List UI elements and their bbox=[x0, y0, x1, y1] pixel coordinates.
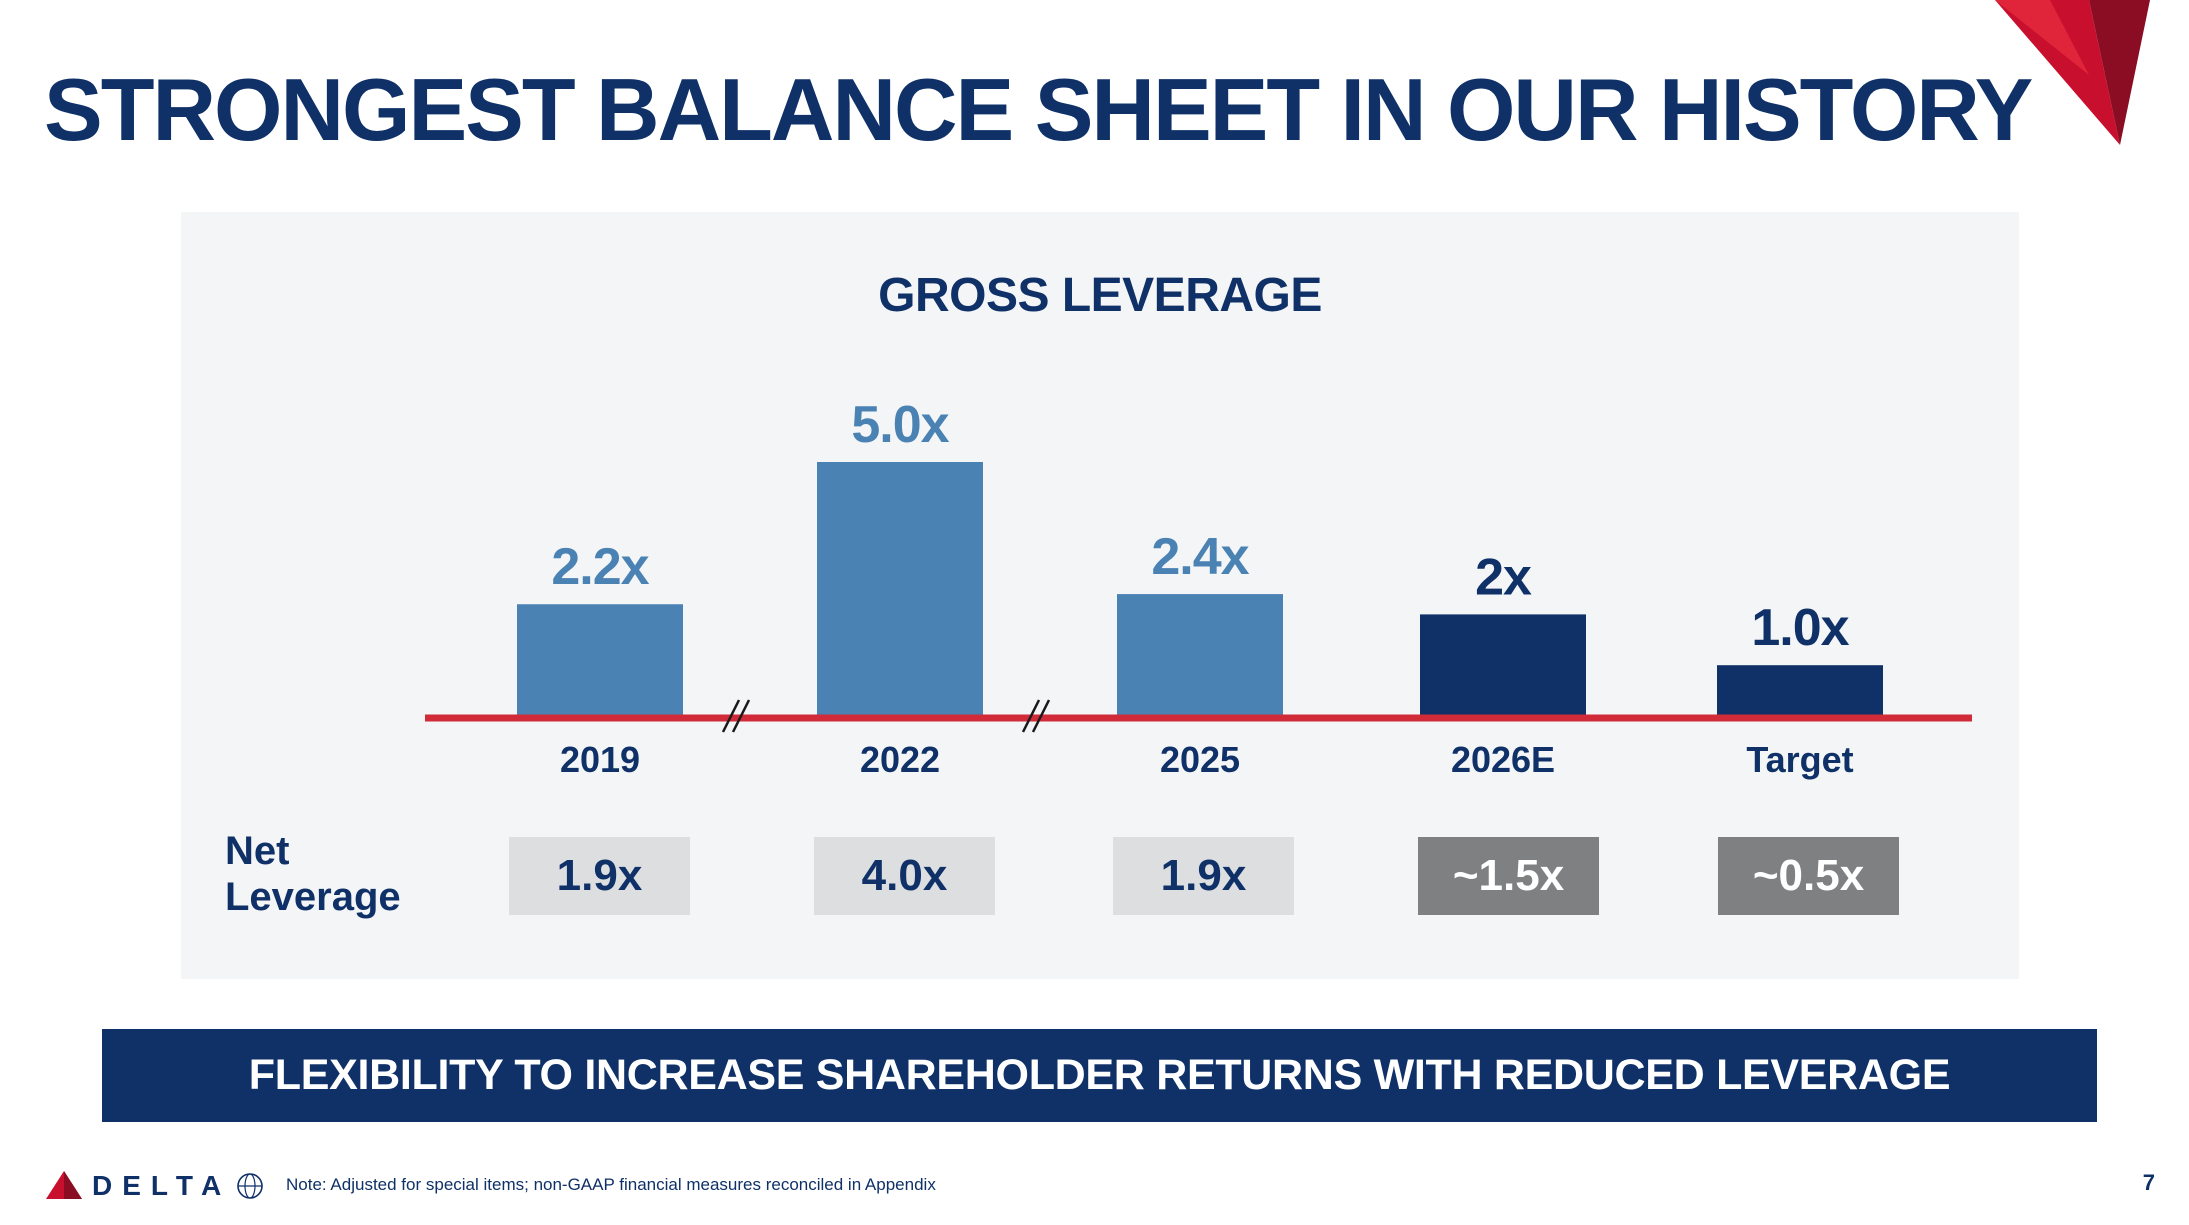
net-leverage-value-2022: 4.0x bbox=[814, 837, 995, 915]
bar-target bbox=[1717, 665, 1883, 716]
page-title: STRONGEST BALANCE SHEET IN OUR HISTORY bbox=[44, 60, 2033, 159]
bar-2022 bbox=[817, 462, 983, 716]
net-leverage-value-target: ~0.5x bbox=[1718, 837, 1899, 915]
takeaway-banner: FLEXIBILITY TO INCREASE SHAREHOLDER RETU… bbox=[102, 1029, 2097, 1122]
x-tick-label-2019: 2019 bbox=[560, 739, 640, 780]
net-leverage-value-2019: 1.9x bbox=[509, 837, 690, 915]
bar-value-label-target: 1.0x bbox=[1751, 599, 1849, 657]
footnote: Note: Adjusted for special items; non-GA… bbox=[286, 1175, 936, 1194]
x-tick-label-2022: 2022 bbox=[860, 739, 940, 780]
x-tick-label-2026e: 2026E bbox=[1451, 739, 1555, 780]
globe-icon bbox=[237, 1173, 263, 1199]
net-leverage-label: Net Leverage bbox=[225, 829, 401, 919]
bar-2019 bbox=[517, 604, 683, 716]
chart-panel bbox=[181, 212, 2019, 979]
x-tick-label-target: Target bbox=[1746, 739, 1853, 780]
chart-title: GROSS LEVERAGE bbox=[878, 269, 1322, 322]
delta-widget-logo bbox=[1995, 0, 2150, 145]
axis-break-after-2019 bbox=[721, 699, 751, 733]
bar-2025 bbox=[1117, 594, 1283, 716]
footer-delta-logo: DELTA bbox=[46, 1168, 265, 1204]
net-leverage-value-2026e: ~1.5x bbox=[1418, 837, 1599, 915]
bar-value-label-2026e: 2x bbox=[1475, 548, 1532, 606]
x-tick-label-2025: 2025 bbox=[1160, 739, 1240, 780]
axis-break-after-2022 bbox=[1021, 699, 1051, 733]
delta-wordmark: DELTA bbox=[92, 1170, 232, 1201]
delta-triangle-icon bbox=[46, 1171, 82, 1199]
bar-2026e bbox=[1420, 614, 1586, 716]
bar-value-label-2022: 5.0x bbox=[851, 396, 949, 454]
page-number: 7 bbox=[2142, 1170, 2155, 1195]
bar-value-label-2019: 2.2x bbox=[551, 538, 649, 596]
net-leverage-value-2025: 1.9x bbox=[1113, 837, 1294, 915]
bar-value-label-2025: 2.4x bbox=[1151, 528, 1249, 586]
